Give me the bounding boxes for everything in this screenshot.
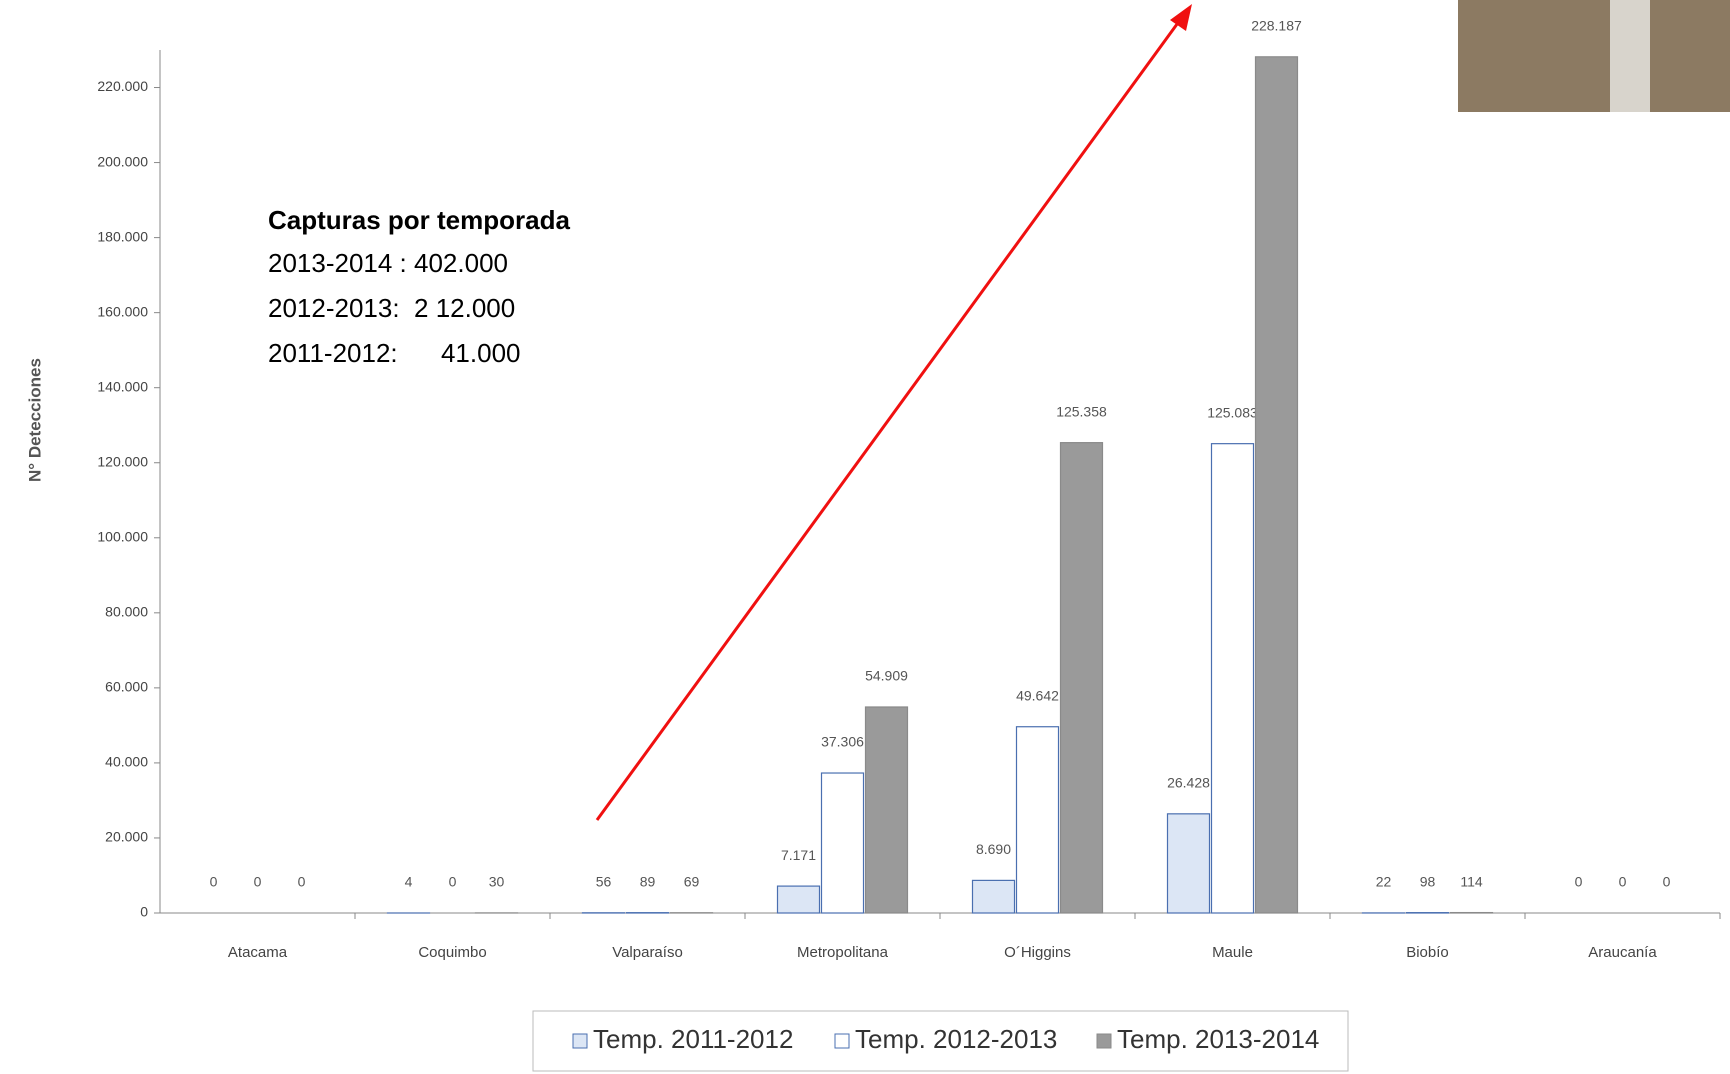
bar [1061,443,1103,913]
value-label: 125.083 [1207,404,1258,420]
y-tick-label: 60.000 [105,679,148,695]
y-tick-label: 200.000 [97,153,148,169]
legend-label: Temp. 2012-2013 [855,1024,1057,1054]
value-label: 22 [1376,874,1392,890]
x-tick-label: Araucanía [1588,944,1657,961]
x-tick-label: Coquimbo [418,944,486,961]
legend-swatch [835,1034,849,1048]
y-axis-title: N° Detecciones [25,358,44,482]
legend-label: Temp. 2013-2014 [1117,1024,1319,1054]
bar [1256,57,1298,913]
y-tick-label: 140.000 [97,378,148,394]
annotation-line: 2013-2014 : 402.000 [268,248,508,278]
bar [973,880,1015,913]
y-tick-label: 180.000 [97,228,148,244]
chart: N° Detecciones Capturas por temporada 20… [0,0,1730,1074]
bar [1212,444,1254,913]
annotation-line: 2012-2013: 2 12.000 [268,293,515,323]
value-label: 0 [298,874,306,890]
bar [822,773,864,913]
value-label: 0 [449,874,457,890]
x-tick-label: O´Higgins [1004,944,1071,961]
y-tick-label: 100.000 [97,528,148,544]
value-label: 4 [405,874,413,890]
photo-detail [1610,0,1650,112]
x-tick-label: Biobío [1406,944,1449,961]
y-tick-label: 20.000 [105,829,148,845]
legend-swatch [573,1034,587,1048]
photo [1458,0,1730,112]
legend-label: Temp. 2011-2012 [593,1024,793,1054]
bar [1017,727,1059,913]
y-tick-label: 160.000 [97,303,148,319]
value-label: 0 [210,874,218,890]
bar [778,886,820,913]
value-label: 98 [1420,873,1436,889]
value-label: 0 [1619,874,1627,890]
value-label: 125.358 [1056,403,1107,419]
value-label: 8.690 [976,841,1011,857]
value-label: 37.306 [821,734,864,750]
value-label: 228.187 [1251,18,1302,34]
value-label: 26.428 [1167,775,1210,791]
y-tick-label: 120.000 [97,453,148,469]
annotation-title: Capturas por temporada [268,205,570,235]
y-tick-label: 0 [140,904,148,920]
value-label: 56 [596,873,612,889]
y-tick-label: 220.000 [97,78,148,94]
y-tick-label: 40.000 [105,754,148,770]
annotation-line: 2011-2012: 41.000 [268,338,521,368]
x-tick-label: Valparaíso [612,944,683,961]
bar [1168,814,1210,913]
x-tick-label: Metropolitana [797,944,889,961]
value-label: 0 [1663,874,1671,890]
value-label: 114 [1460,873,1483,889]
value-label: 30 [489,874,505,890]
x-tick-label: Maule [1212,944,1253,961]
value-label: 0 [1575,874,1583,890]
value-label: 69 [684,873,700,889]
legend-swatch [1097,1034,1111,1048]
value-label: 7.171 [781,847,816,863]
y-tick-label: 80.000 [105,604,148,620]
value-label: 89 [640,873,656,889]
value-label: 49.642 [1016,687,1059,703]
bar [866,707,908,913]
value-label: 54.909 [865,668,908,684]
value-label: 0 [254,874,262,890]
x-tick-label: Atacama [228,944,288,961]
